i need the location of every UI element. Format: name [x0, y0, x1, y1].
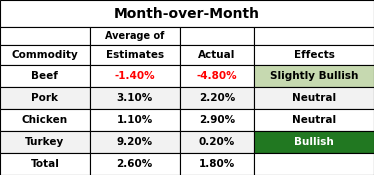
Text: Turkey: Turkey: [25, 137, 64, 147]
Bar: [254, 87, 374, 109]
Text: 1.10%: 1.10%: [117, 115, 153, 125]
Bar: [0, 87, 90, 109]
Text: Beef: Beef: [31, 71, 58, 81]
Text: Commodity: Commodity: [12, 50, 78, 60]
Bar: [254, 153, 374, 175]
Text: Total: Total: [30, 159, 59, 169]
Text: Effects: Effects: [294, 50, 335, 60]
Text: Bullish: Bullish: [294, 137, 334, 147]
Text: Estimates: Estimates: [105, 50, 164, 60]
Bar: [90, 65, 180, 87]
Text: 2.60%: 2.60%: [117, 159, 153, 169]
Bar: [180, 153, 254, 175]
Bar: [180, 65, 254, 87]
Text: Slightly Bullish: Slightly Bullish: [270, 71, 358, 81]
Bar: [254, 45, 374, 65]
Text: Neutral: Neutral: [292, 115, 336, 125]
Bar: [90, 153, 180, 175]
Text: 2.90%: 2.90%: [199, 115, 235, 125]
Bar: [0, 131, 90, 153]
Bar: [0, 27, 90, 45]
Text: 1.80%: 1.80%: [199, 159, 235, 169]
Bar: [90, 109, 180, 131]
Text: -4.80%: -4.80%: [197, 71, 237, 81]
Text: 0.20%: 0.20%: [199, 137, 235, 147]
Text: 3.10%: 3.10%: [117, 93, 153, 103]
Bar: [254, 27, 374, 45]
Bar: [180, 45, 254, 65]
Bar: [0, 65, 90, 87]
Text: Actual: Actual: [198, 50, 236, 60]
Bar: [254, 65, 374, 87]
Bar: [90, 131, 180, 153]
Bar: [0, 45, 90, 65]
Bar: [180, 109, 254, 131]
Bar: [90, 87, 180, 109]
Text: 9.20%: 9.20%: [117, 137, 153, 147]
Bar: [254, 131, 374, 153]
Bar: [254, 109, 374, 131]
Text: Month-over-Month: Month-over-Month: [114, 6, 260, 21]
Text: Average of: Average of: [105, 31, 164, 41]
Bar: [180, 87, 254, 109]
Bar: [180, 27, 254, 45]
Text: 2.20%: 2.20%: [199, 93, 235, 103]
Bar: [0, 109, 90, 131]
Bar: [90, 27, 180, 45]
Text: Chicken: Chicken: [22, 115, 68, 125]
Bar: [0, 0, 374, 27]
Text: Neutral: Neutral: [292, 93, 336, 103]
Bar: [90, 45, 180, 65]
Text: Pork: Pork: [31, 93, 58, 103]
Bar: [180, 131, 254, 153]
Bar: [0, 153, 90, 175]
Text: -1.40%: -1.40%: [114, 71, 155, 81]
